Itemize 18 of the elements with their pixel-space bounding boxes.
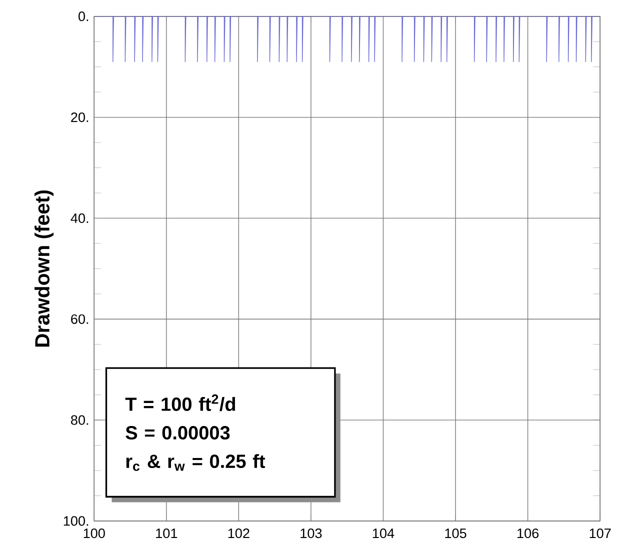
x-tick-label: 100: [84, 528, 105, 538]
y-axis-title: Drawdown (feet): [34, 190, 54, 346]
annotation: T = 100 ft$^{2}$/d: [125, 394, 236, 412]
x-tick-label: 101: [156, 528, 178, 538]
x-tick-label: 103: [300, 528, 322, 538]
x-tick-label: 107: [590, 528, 611, 538]
y-tick-label: 60.: [71, 314, 88, 324]
x-tick-label: 102: [228, 528, 250, 538]
x-tick-label: 105: [445, 528, 466, 538]
y-tick-label: 0.: [78, 11, 88, 22]
y-tick-label: 20.: [71, 112, 88, 122]
annotation: r$_{c}$ & r$_{w}$ = 0.25 ft: [126, 454, 266, 471]
y-tick-label: 100.: [64, 516, 88, 526]
y-tick-label: 40.: [70, 213, 88, 223]
x-tick-label: 104: [372, 528, 394, 538]
y-tick-label: 80.: [71, 415, 88, 425]
x-tick-label: 106: [518, 528, 539, 538]
annotation: S = 0.00003: [126, 426, 230, 440]
